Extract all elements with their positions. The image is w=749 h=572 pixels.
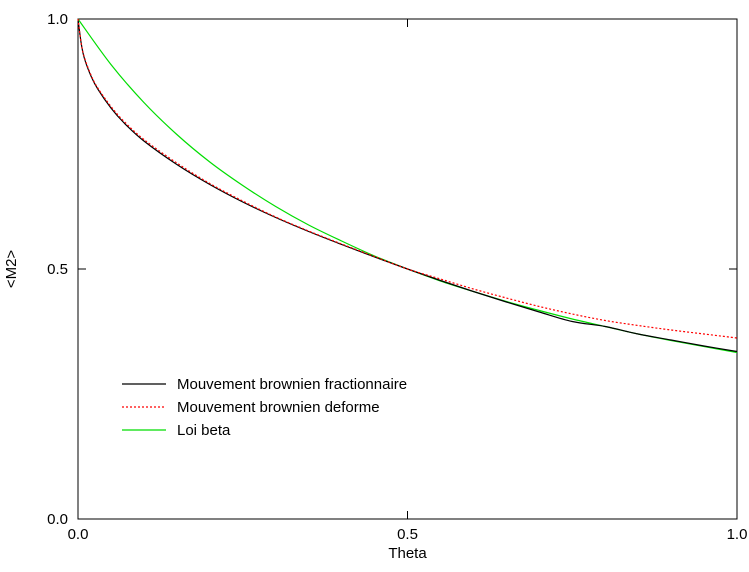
legend-label: Mouvement brownien deforme: [177, 399, 380, 416]
legend: Mouvement brownien fractionnaire Mouvemen…: [122, 376, 407, 439]
series-line: [77, 18, 738, 354]
axis-ticks: [77, 18, 738, 520]
series-line: [77, 18, 738, 339]
series-lines: [77, 18, 738, 354]
x-axis-label: Theta: [388, 545, 427, 562]
series-line: [77, 18, 738, 353]
y-tick-label: 1.0: [47, 11, 68, 28]
tick-labels: 0.0 0.5 1.0 0.0 0.5 1.0: [47, 11, 747, 543]
y-axis-label: <M2>: [3, 250, 20, 289]
y-tick-label: 0.5: [47, 261, 68, 278]
x-tick-label: 0.0: [68, 526, 89, 543]
legend-label: Mouvement brownien fractionnaire: [177, 376, 407, 393]
x-tick-label: 1.0: [727, 526, 748, 543]
legend-label: Loi beta: [177, 422, 231, 439]
y-tick-label: 0.0: [47, 511, 68, 528]
x-tick-label: 0.5: [397, 526, 418, 543]
